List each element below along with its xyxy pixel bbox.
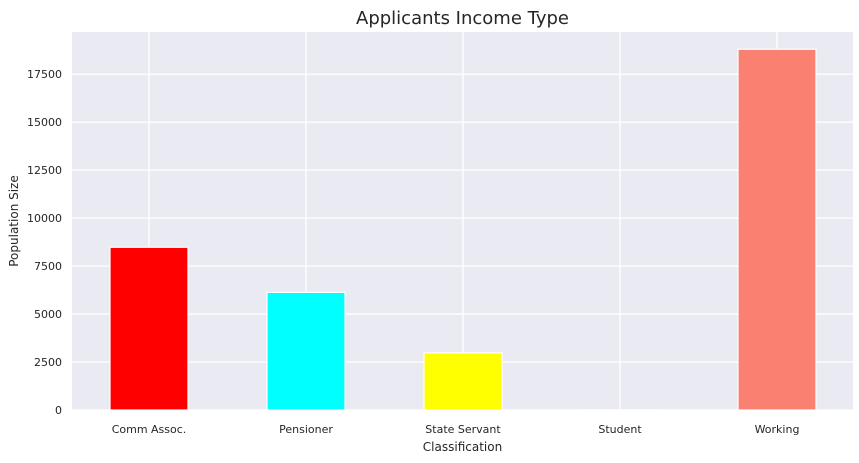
x-tick-label: Working	[755, 423, 800, 436]
y-tick-label: 10000	[27, 212, 62, 225]
bar-pensioner	[266, 291, 346, 411]
bar-comm-assoc	[109, 246, 189, 411]
x-axis-label: Classification	[423, 440, 502, 454]
y-tick-label: 17500	[27, 68, 62, 81]
bar-working	[737, 48, 817, 411]
y-tick-label: 7500	[34, 260, 62, 273]
chart-title: Applicants Income Type	[356, 8, 569, 29]
x-axis-ticks: Comm Assoc. Pensioner State Servant Student…	[112, 423, 800, 436]
y-tick-label: 15000	[27, 116, 62, 129]
x-tick-label: Student	[598, 423, 642, 436]
y-tick-label: 5000	[34, 308, 62, 321]
x-tick-label: State Servant	[425, 423, 501, 436]
y-tick-label: 12500	[27, 164, 62, 177]
y-tick-label: 0	[55, 404, 62, 417]
y-tick-label: 2500	[34, 356, 62, 369]
x-tick-label: Comm Assoc.	[112, 423, 187, 436]
y-axis-label: Population Size	[7, 175, 21, 267]
bar-state-servant	[423, 352, 503, 411]
y-axis-ticks: 0 2500 5000 7500 10000 12500 15000 17500	[27, 68, 62, 417]
x-tick-label: Pensioner	[279, 423, 333, 436]
bars	[109, 48, 817, 411]
